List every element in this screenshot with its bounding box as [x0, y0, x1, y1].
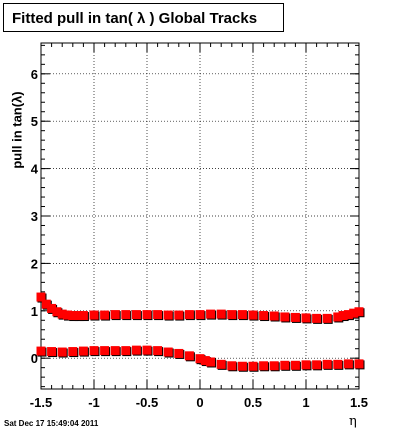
data-point	[36, 292, 46, 302]
data-point	[142, 310, 152, 320]
data-point	[110, 310, 120, 320]
data-point	[290, 360, 300, 370]
chart-title: Fitted pull in tan( λ ) Global Tracks	[12, 10, 258, 27]
data-point	[269, 311, 279, 321]
data-point	[153, 346, 163, 356]
y-tick-label: 1	[31, 304, 38, 319]
y-tick-label: 0	[31, 351, 38, 366]
data-point	[354, 359, 364, 369]
data-markers	[36, 292, 365, 372]
data-point	[259, 361, 269, 371]
data-point	[47, 303, 57, 313]
x-tick-label: 1	[302, 395, 309, 410]
data-point	[322, 313, 332, 323]
data-point	[312, 360, 322, 370]
data-point	[78, 311, 88, 321]
data-point	[52, 307, 62, 317]
data-point	[290, 312, 300, 322]
data-point	[301, 313, 311, 323]
data-point	[333, 312, 343, 322]
data-point	[41, 299, 51, 309]
data-point	[131, 345, 141, 355]
axes	[40, 42, 360, 390]
y-axis-label: pull in tan(λ)	[9, 91, 25, 169]
data-point	[68, 347, 78, 357]
title-box: Fitted pull in tan( λ ) Global Tracks	[3, 3, 284, 32]
data-point	[57, 309, 67, 319]
data-point	[195, 354, 205, 364]
x-tick-label: 0	[196, 395, 203, 410]
y-tick-label: 4	[31, 162, 39, 177]
data-point	[237, 361, 247, 371]
x-tick-label: -1	[88, 395, 100, 410]
data-point	[338, 311, 348, 321]
data-point	[206, 357, 216, 367]
data-point	[100, 310, 110, 320]
data-point	[153, 310, 163, 320]
y-tick-label: 2	[31, 256, 38, 271]
data-point	[163, 310, 173, 320]
data-point	[195, 310, 205, 320]
y-tick-label: 3	[31, 209, 38, 224]
data-point	[184, 351, 194, 361]
data-point	[174, 310, 184, 320]
data-point	[89, 346, 99, 356]
data-point	[89, 310, 99, 320]
data-point	[216, 359, 226, 369]
data-point	[227, 310, 237, 320]
data-point	[206, 309, 216, 319]
data-point	[121, 346, 131, 356]
data-point	[248, 361, 258, 371]
timestamp: Sat Dec 17 15:49:04 2011	[4, 419, 99, 428]
data-point	[322, 359, 332, 369]
x-axis-label: η	[349, 414, 357, 429]
data-point	[163, 347, 173, 357]
data-point	[237, 310, 247, 320]
data-point	[184, 310, 194, 320]
data-point	[280, 360, 290, 370]
data-point	[200, 356, 210, 366]
tick-labels: -1.5 -1 -0.5 0 0.5 1 1.5 0 1 2 3 4 5 6	[30, 67, 368, 410]
data-point	[343, 359, 353, 369]
data-point	[280, 312, 290, 322]
data-point	[259, 311, 269, 321]
data-point	[36, 346, 46, 356]
data-point	[142, 345, 152, 355]
x-tick-label: -0.5	[136, 395, 158, 410]
data-point	[57, 347, 67, 357]
data-point	[269, 361, 279, 371]
x-tick-label: -1.5	[30, 395, 52, 410]
x-tick-label: 1.5	[350, 395, 368, 410]
data-point	[343, 310, 353, 320]
data-point	[174, 348, 184, 358]
data-point	[301, 360, 311, 370]
y-tick-label: 6	[31, 67, 38, 82]
data-point	[63, 310, 72, 320]
data-point	[312, 313, 322, 323]
data-point	[216, 309, 226, 319]
data-point	[248, 310, 258, 320]
data-point	[110, 346, 120, 356]
data-point	[78, 346, 88, 356]
data-point	[47, 347, 57, 357]
grid-lines	[41, 43, 359, 389]
data-point	[121, 310, 131, 320]
data-point	[73, 311, 83, 321]
x-tick-label: 0.5	[244, 395, 262, 410]
data-point	[349, 308, 359, 318]
data-point	[100, 346, 110, 356]
data-point	[354, 307, 364, 317]
data-point	[131, 310, 141, 320]
data-point	[227, 361, 237, 371]
data-point	[68, 311, 78, 321]
y-tick-label: 5	[31, 114, 38, 129]
data-point	[333, 359, 343, 369]
